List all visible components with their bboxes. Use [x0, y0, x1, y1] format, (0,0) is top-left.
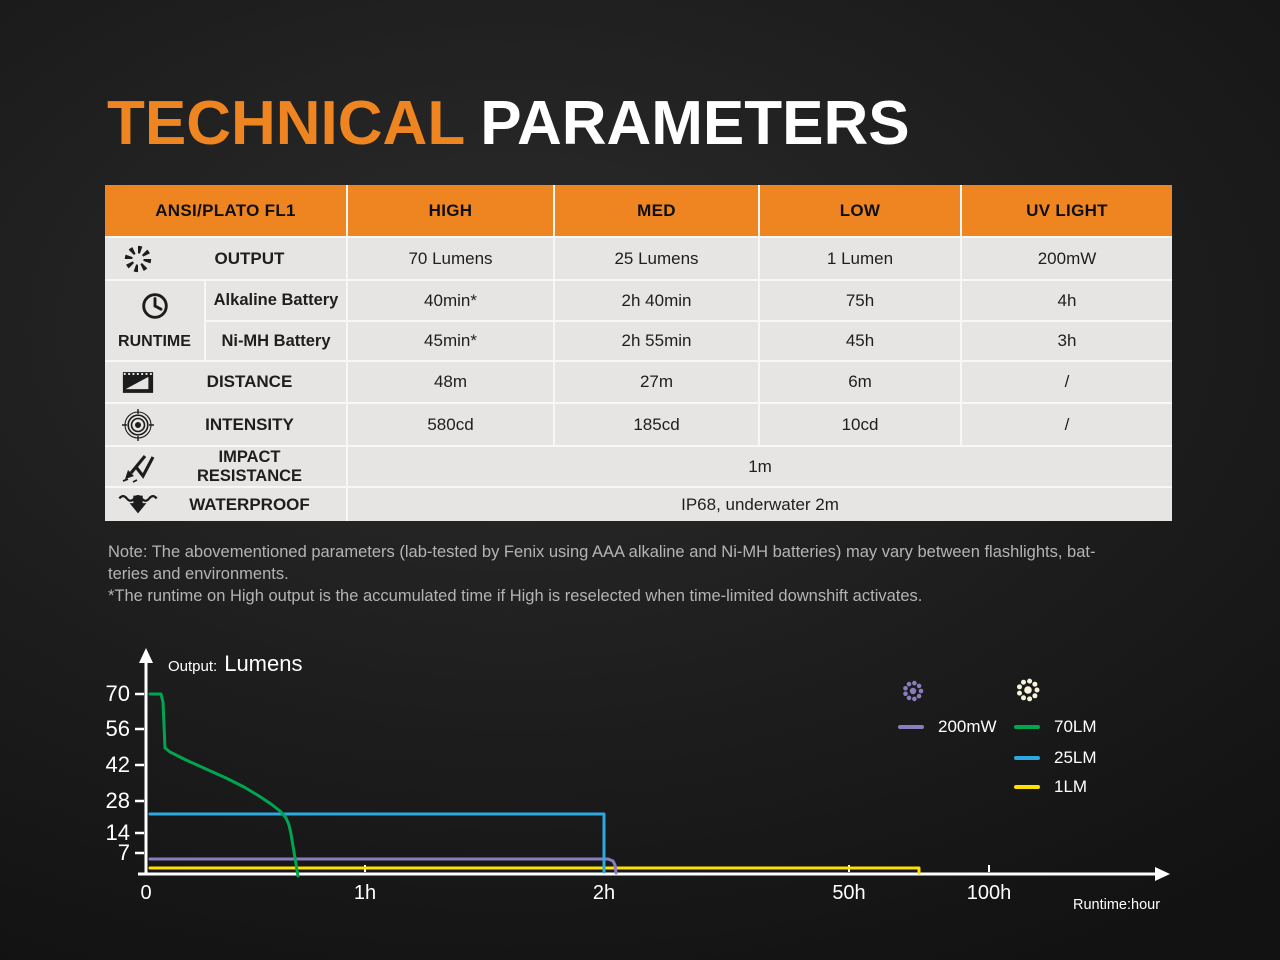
distance-low: 6m	[760, 362, 960, 402]
series-200mW	[148, 857, 618, 875]
page-title-accent: TECHNICAL	[107, 89, 466, 158]
uv-sun-icon	[901, 679, 925, 708]
header-high: HIGH	[348, 185, 553, 236]
x-tick-100h: 100h	[966, 882, 1012, 904]
waterproof-value: IP68, underwater 2m	[348, 488, 1172, 521]
note-text: Note: The abovementioned parameters (lab…	[108, 541, 1158, 607]
y-tick-70: 70	[105, 681, 130, 706]
waterproof-icon	[105, 491, 171, 519]
intensity-high: 580cd	[348, 404, 553, 445]
runtime-nimh-med: 2h 55min	[555, 322, 758, 360]
y-tick-42: 42	[105, 752, 130, 777]
runtime-alkaline-uv: 4h	[962, 281, 1172, 320]
beam-distance-icon	[105, 370, 171, 395]
distance-med: 27m	[555, 362, 758, 402]
x-tick-0: 0	[140, 882, 152, 904]
runtime-nimh-label: Ni-MH Battery	[206, 322, 346, 360]
clock-icon	[140, 291, 170, 326]
x-axis-arrow	[1155, 867, 1170, 881]
legend-swatch-200mw	[898, 725, 924, 729]
row-runtime-label: RUNTIME	[105, 281, 204, 360]
output-high: 70 Lumens	[348, 238, 553, 279]
x-tick-50h: 50h	[832, 882, 866, 904]
intensity-med: 185cd	[555, 404, 758, 445]
x-tick-2h: 2h	[592, 882, 616, 904]
legend-swatch-1lm	[1014, 785, 1040, 789]
legend-item-70lm: 70LM	[1014, 717, 1097, 737]
runtime-alkaline-high: 40min*	[348, 281, 553, 320]
row-impact-label: IMPACT RESISTANCE	[105, 447, 346, 486]
row-intensity-label: INTENSITY	[105, 404, 346, 445]
white-sun-icon	[1015, 677, 1041, 708]
page-title: TECHNICAL PARAMETERS	[107, 93, 910, 155]
distance-uv: /	[962, 362, 1172, 402]
series-1LM	[148, 866, 921, 875]
y-axis-arrow	[139, 648, 153, 663]
sun-icon	[105, 243, 171, 275]
legend-item-1lm: 1LM	[1014, 777, 1087, 797]
note-line-2: teries and environments.	[108, 565, 289, 583]
distance-high: 48m	[348, 362, 553, 402]
legend-swatch-25lm	[1014, 756, 1040, 760]
header-uv-light: UV LIGHT	[962, 185, 1172, 236]
intensity-uv: /	[962, 404, 1172, 445]
runtime-alkaline-med: 2h 40min	[555, 281, 758, 320]
impact-icon	[105, 451, 171, 483]
header-med: MED	[555, 185, 758, 236]
x-axis-title: Runtime:hour	[1073, 897, 1161, 913]
page-title-rest: PARAMETERS	[480, 89, 910, 158]
y-tick-56: 56	[105, 716, 130, 741]
runtime-nimh-uv: 3h	[962, 322, 1172, 360]
output-med: 25 Lumens	[555, 238, 758, 279]
note-line-1: Note: The abovementioned parameters (lab…	[108, 543, 1096, 561]
output-uv: 200mW	[962, 238, 1172, 279]
row-distance-label: DISTANCE	[105, 362, 346, 402]
series-25LM	[148, 812, 606, 874]
intensity-low: 10cd	[760, 404, 960, 445]
header-ansi-plato: ANSI/PLATO FL1	[105, 185, 346, 236]
legend-item-200mw: 200mW	[898, 717, 997, 737]
runtime-alkaline-label: Alkaline Battery	[206, 281, 346, 320]
row-waterproof-label: WATERPROOF	[105, 488, 346, 521]
runtime-nimh-high: 45min*	[348, 322, 553, 360]
y-tick-14: 14	[105, 820, 130, 845]
impact-value: 1m	[348, 447, 1172, 486]
x-tick-1h: 1h	[353, 882, 377, 904]
legend-swatch-70lm	[1014, 725, 1040, 729]
y-axis-title: Output: Lumens	[168, 651, 303, 676]
header-low: LOW	[760, 185, 960, 236]
note-line-3: *The runtime on High output is the accum…	[108, 587, 923, 605]
row-output-label: OUTPUT	[105, 238, 346, 279]
series-70LM	[148, 692, 300, 878]
spec-table: ANSI/PLATO FL1 HIGH MED LOW UV LIGHT OUT…	[105, 185, 1172, 521]
output-low: 1 Lumen	[760, 238, 960, 279]
y-tick-7: 7	[117, 840, 130, 865]
runtime-nimh-low: 45h	[760, 322, 960, 360]
y-tick-28: 28	[105, 788, 130, 813]
target-icon	[105, 408, 171, 442]
runtime-alkaline-low: 75h	[760, 281, 960, 320]
legend-item-25lm: 25LM	[1014, 748, 1097, 768]
